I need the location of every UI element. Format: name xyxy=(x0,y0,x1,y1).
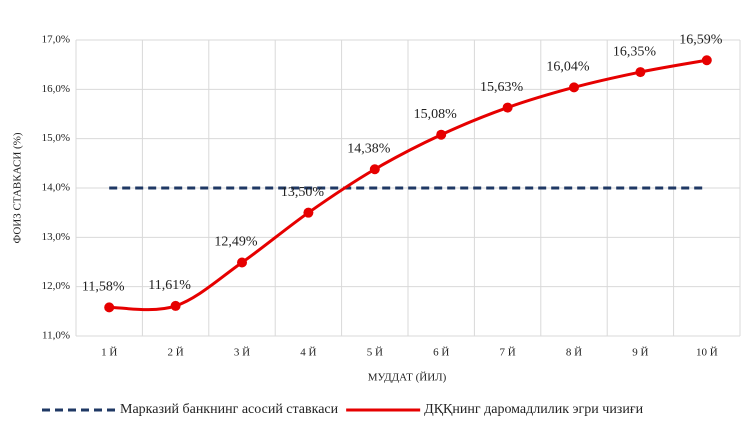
data-label: 11,61% xyxy=(148,278,191,293)
y-tick-label: 14,0% xyxy=(42,182,70,194)
y-tick-label: 16,0% xyxy=(42,83,70,95)
y-axis-label: ФОИЗ СТАВКАСИ (%) xyxy=(12,132,24,243)
x-tick-label: 9 Й xyxy=(632,347,648,359)
series-line xyxy=(109,58,708,312)
data-label: 15,08% xyxy=(414,107,458,122)
data-label: 16,35% xyxy=(613,44,657,59)
point xyxy=(237,257,247,268)
x-tick-label: 10 Й xyxy=(696,347,718,359)
data-label: 11,58% xyxy=(82,280,125,295)
x-axis-label: МУДДАТ (ЙИЛ) xyxy=(368,372,447,384)
y-tick-label: 12,0% xyxy=(42,280,70,292)
y-tick-label: 13,0% xyxy=(42,231,70,243)
point xyxy=(369,164,380,175)
y-tick-label: 15,0% xyxy=(42,132,70,144)
point xyxy=(502,102,513,113)
y-tick-label: 17,0% xyxy=(42,34,70,46)
x-tick-label: 6 Й xyxy=(433,347,449,359)
x-tick-label: 3 Й xyxy=(234,347,250,359)
point xyxy=(635,67,646,78)
x-tick-label: 4 Й xyxy=(300,347,316,359)
y-tick-label: 11,0% xyxy=(42,330,70,342)
legend-label: Марказий банкнинг асосий ставкаси xyxy=(120,402,339,417)
x-tick-label: 5 Й xyxy=(367,347,383,359)
data-label: 15,63% xyxy=(480,80,524,95)
data-label: 13,50% xyxy=(281,185,325,200)
point xyxy=(701,55,712,66)
x-tick-label: 7 Й xyxy=(499,347,515,359)
x-tick-label: 2 Й xyxy=(167,347,183,359)
x-tick-label: 8 Й xyxy=(566,347,582,359)
x-tick-label: 1 Й xyxy=(101,347,117,359)
point xyxy=(303,207,314,218)
point xyxy=(569,82,579,93)
legend-label: ДҚҚнинг даромадлилик эгри чизиғи xyxy=(424,402,643,417)
data-label: 12,49% xyxy=(214,235,258,250)
data-label: 14,38% xyxy=(347,141,391,156)
data-label: 16,59% xyxy=(679,32,723,47)
data-label: 16,04% xyxy=(546,60,590,75)
point xyxy=(436,129,447,140)
point xyxy=(104,302,115,313)
point xyxy=(170,300,181,311)
